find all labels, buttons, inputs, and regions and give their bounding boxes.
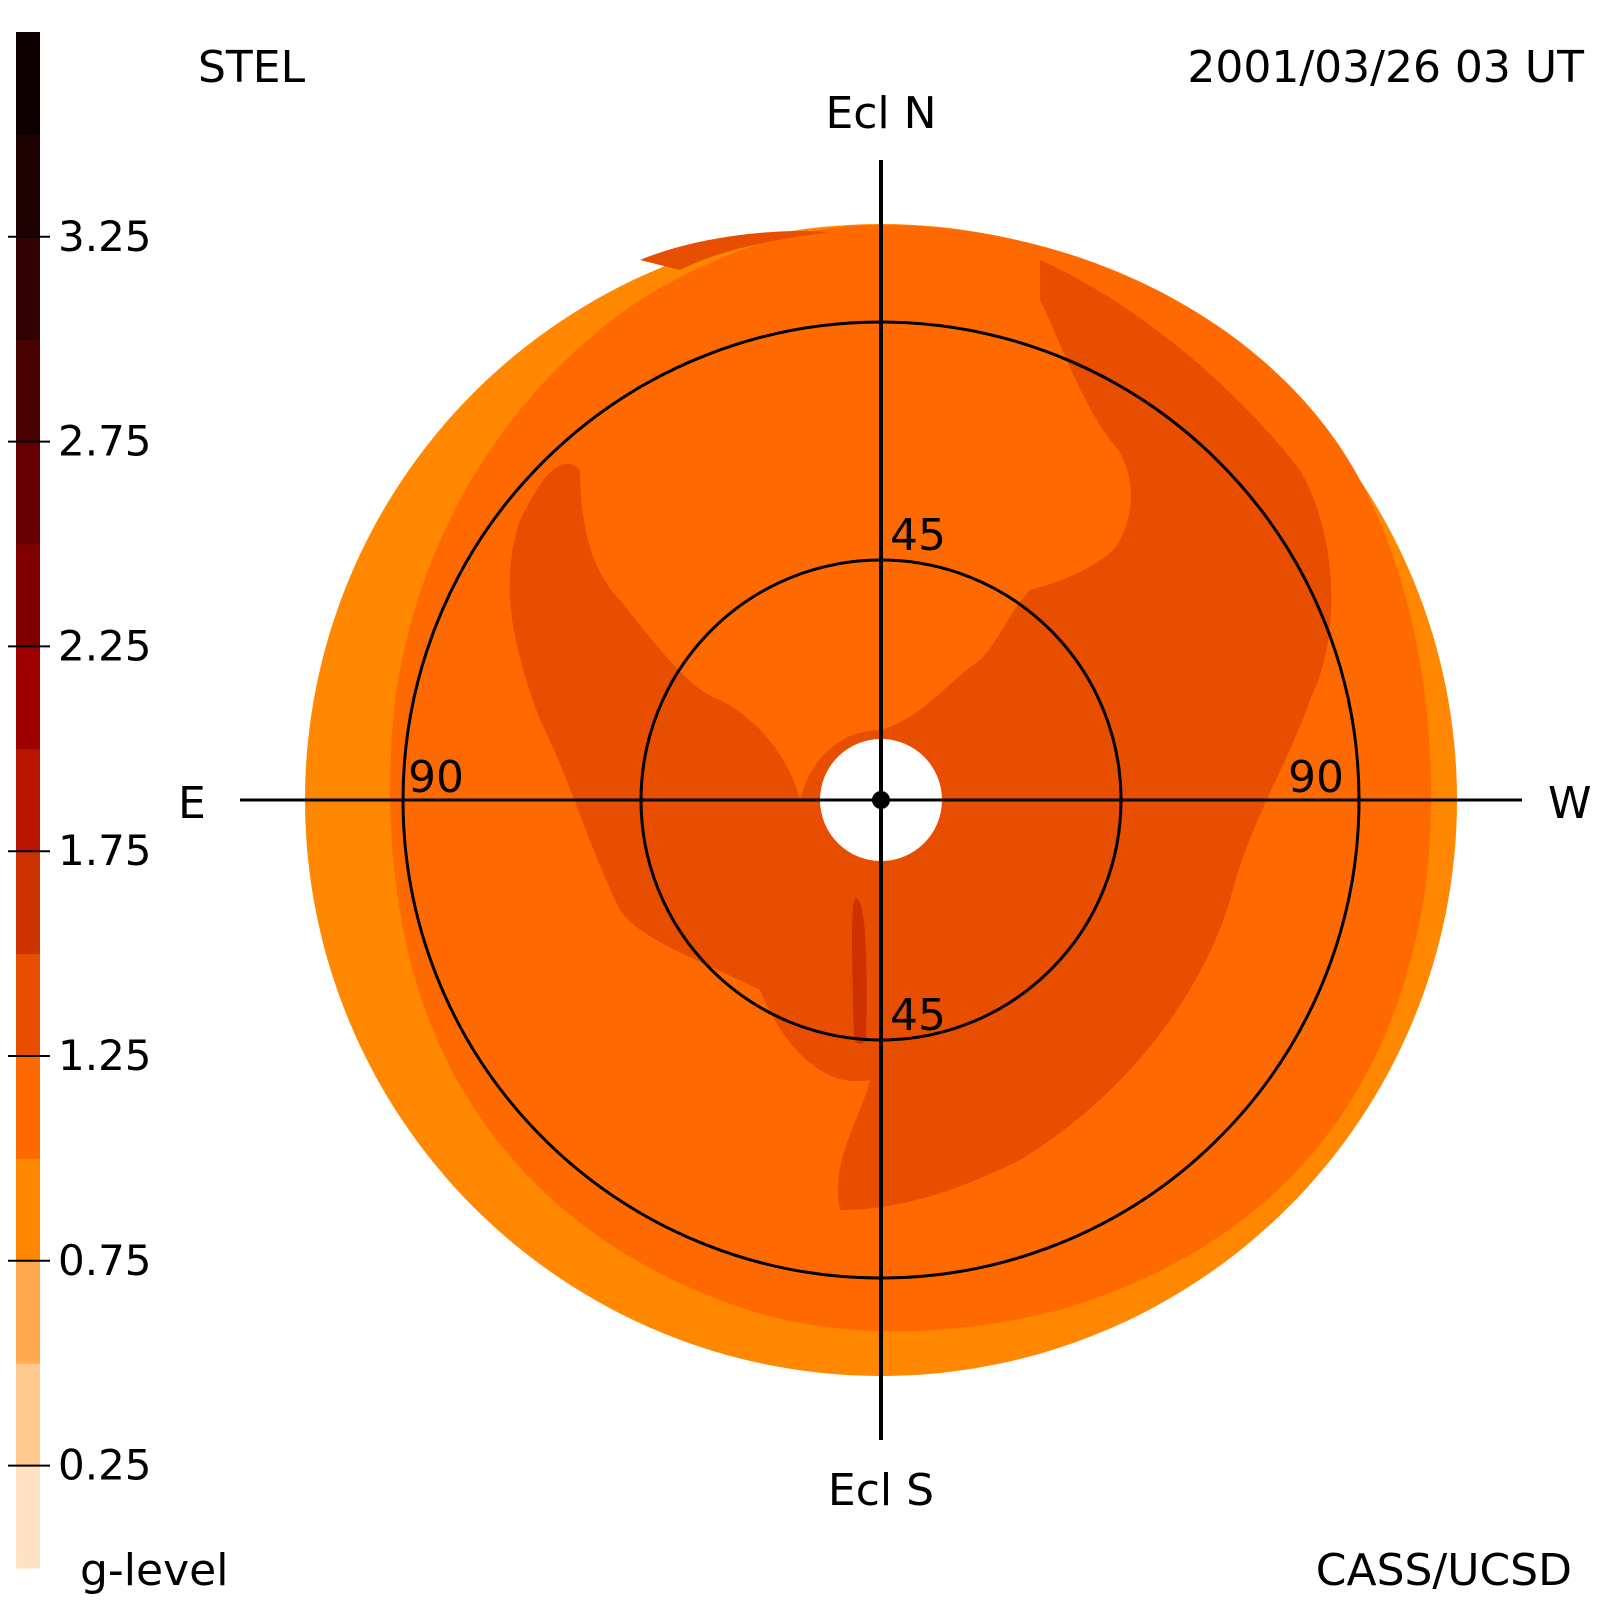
colorbar-ticks: 3.25 2.75 2.25 1.75 1.25 0.75 0.25 xyxy=(8,212,152,1490)
direction-north-label: Ecl N xyxy=(825,88,936,139)
ring-label-inner-bottom: 45 xyxy=(890,990,946,1041)
sky-map: 45 45 90 90 xyxy=(240,160,1522,1440)
colorbar-level-6 xyxy=(16,851,40,955)
colorbar-level-13 xyxy=(16,134,40,238)
enhanced-structure-region xyxy=(509,260,1332,1210)
enhanced-arc-region xyxy=(640,230,830,270)
colorbar-tick-label-1: 2.75 xyxy=(58,417,152,466)
colorbar-level-11 xyxy=(16,339,40,443)
ring-label-outer-left: 90 xyxy=(408,752,464,803)
colorbar-tick-label-5: 0.75 xyxy=(58,1236,152,1285)
colorbar-tick-label-0: 3.25 xyxy=(58,212,152,261)
direction-east-label: E xyxy=(178,778,206,829)
timestamp-label: 2001/03/26 03 UT xyxy=(1187,42,1584,93)
colorbar-level-8 xyxy=(16,646,40,750)
ring-label-inner-top: 45 xyxy=(890,510,946,561)
colorbar-tick-label-4: 1.25 xyxy=(58,1031,152,1080)
colorbar-level-0 xyxy=(16,1465,40,1569)
colorbar-level-2 xyxy=(16,1260,40,1364)
direction-south-label: Ecl S xyxy=(828,1465,934,1516)
central-streak-region xyxy=(852,898,867,1044)
colorbar-tick-label-2: 2.25 xyxy=(58,621,152,670)
colorbar-level-7 xyxy=(16,748,40,852)
instrument-label: STEL xyxy=(198,42,306,93)
colorbar-level-9 xyxy=(16,544,40,647)
sun-center-dot xyxy=(872,791,890,809)
direction-west-label: W xyxy=(1548,778,1592,829)
colorbar-level-3 xyxy=(16,1158,40,1262)
colorbar-tick-label-6: 0.25 xyxy=(58,1441,152,1490)
colorbar-level-14 xyxy=(16,32,40,135)
colorbar-level-5 xyxy=(16,953,40,1057)
ring-label-outer-right: 90 xyxy=(1288,752,1344,803)
colorbar-level-1 xyxy=(16,1363,40,1467)
colorbar-level-12 xyxy=(16,236,40,340)
colorbar xyxy=(16,32,40,1569)
colorbar-label: g-level xyxy=(80,1545,228,1596)
colorbar-tick-label-3: 1.75 xyxy=(58,826,152,875)
credit-label: CASS/UCSD xyxy=(1316,1545,1572,1596)
colorbar-level-4 xyxy=(16,1056,40,1159)
colorbar-level-10 xyxy=(16,441,40,545)
